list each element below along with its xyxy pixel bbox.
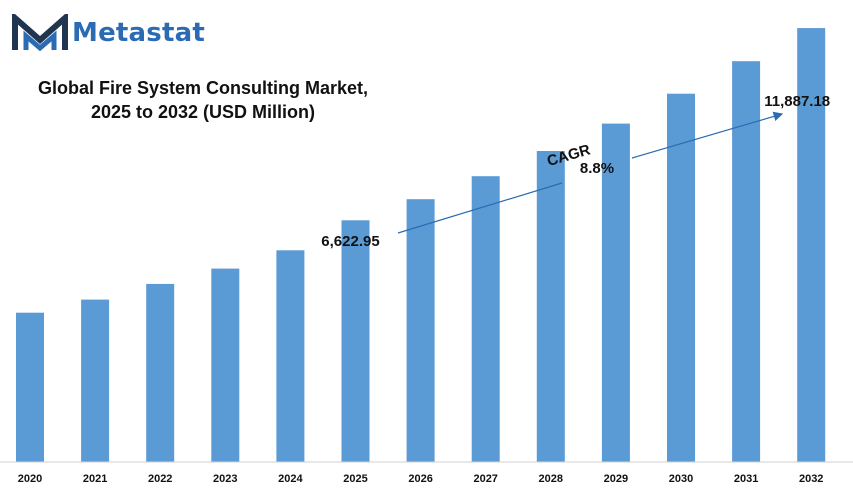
bar-2025 bbox=[341, 220, 370, 462]
brand-name: Metastat bbox=[72, 18, 205, 48]
x-tick-label-2032: 2032 bbox=[799, 473, 823, 485]
bar-2030 bbox=[667, 93, 695, 462]
x-tick-label-2020: 2020 bbox=[18, 473, 42, 485]
bar-2028 bbox=[536, 151, 565, 462]
bar-2029 bbox=[601, 123, 630, 462]
x-tick-label-2023: 2023 bbox=[213, 473, 237, 485]
bar-2023 bbox=[211, 268, 240, 462]
bar-2026 bbox=[406, 199, 435, 462]
x-tick-label-2030: 2030 bbox=[669, 473, 693, 485]
bar-2020 bbox=[16, 312, 44, 462]
data-label-2025: 6,622.95 bbox=[321, 233, 379, 250]
x-tick-label-2025: 2025 bbox=[343, 473, 367, 485]
bar-2021 bbox=[81, 299, 110, 462]
x-tick-label-2022: 2022 bbox=[148, 473, 172, 485]
cagr-value: 8.8% bbox=[580, 160, 614, 177]
x-tick-label-2021: 2021 bbox=[83, 473, 107, 485]
x-tick-label-2028: 2028 bbox=[539, 473, 563, 485]
bar-2024 bbox=[276, 250, 305, 462]
cagr-arrow-segment-1 bbox=[397, 182, 563, 234]
data-label-2032: 11,887.18 bbox=[764, 93, 830, 110]
x-tick-label-2024: 2024 bbox=[278, 473, 303, 485]
x-tick-label-2031: 2031 bbox=[734, 473, 758, 485]
brand-logo: Metastat bbox=[12, 14, 205, 52]
chart-title: Global Fire System Consulting Market, 20… bbox=[12, 76, 394, 124]
x-tick-label-2029: 2029 bbox=[604, 473, 628, 485]
chart-title-line-2: 2025 to 2032 (USD Million) bbox=[90, 102, 316, 122]
x-tick-label-2027: 2027 bbox=[473, 473, 497, 485]
cagr-arrow-segment-2 bbox=[631, 111, 784, 159]
chart-title-line-1: Global Fire System Consulting Market, bbox=[37, 78, 369, 98]
metastat-logo-icon bbox=[12, 14, 68, 52]
x-tick-label-2026: 2026 bbox=[408, 473, 432, 485]
bar-2031 bbox=[732, 61, 761, 462]
bar-2027 bbox=[471, 176, 500, 462]
bar-2032 bbox=[797, 28, 826, 462]
bar-2022 bbox=[146, 283, 175, 462]
